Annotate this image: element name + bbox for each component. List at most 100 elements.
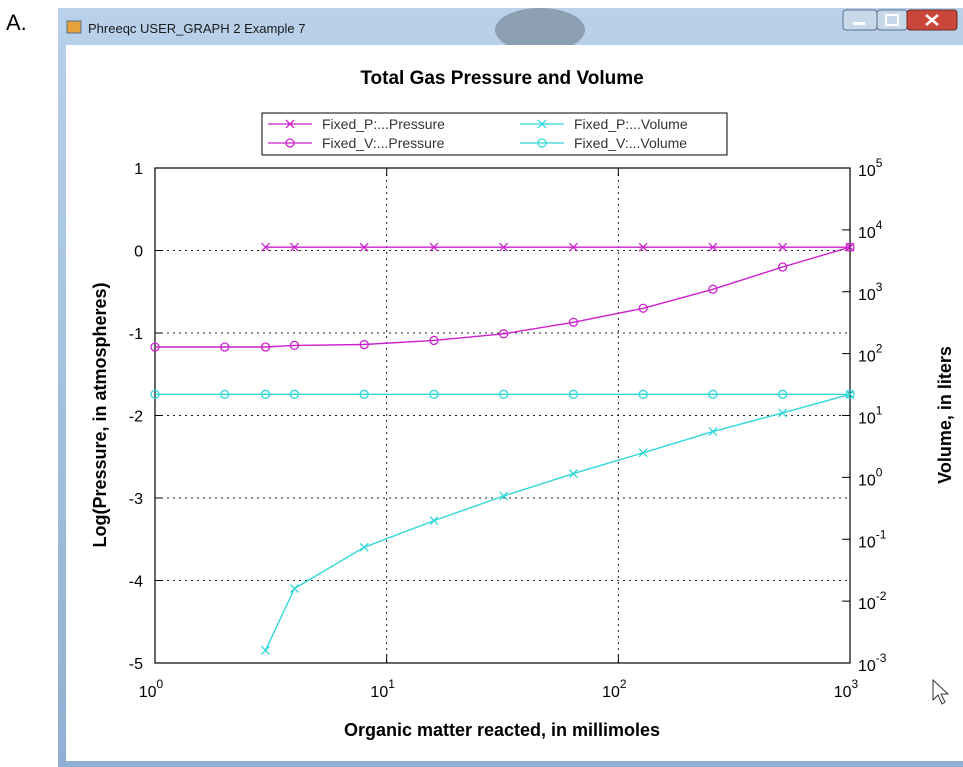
data-point — [708, 427, 718, 437]
data-point — [150, 342, 160, 352]
y2-tick-label-power: -1 — [876, 527, 887, 541]
y-tick-label: -5 — [129, 656, 143, 673]
x-tick-label-power: 1 — [388, 677, 395, 691]
y2-tick-label-base: 10 — [858, 658, 876, 675]
data-point — [568, 389, 579, 399]
data-point — [290, 242, 299, 252]
data-point — [289, 340, 300, 351]
x-tick-label-power: 3 — [852, 677, 859, 691]
legend-label: Fixed_V:...Volume — [574, 135, 687, 151]
y2-tick-label-power: 2 — [876, 342, 883, 356]
data-point — [359, 242, 369, 252]
panel-label: A. — [6, 10, 27, 35]
data-point — [777, 262, 788, 272]
x-axis-label: Organic matter reacted, in millimoles — [344, 720, 660, 740]
x-tick-label-base: 10 — [834, 684, 852, 701]
y-tick-label: 1 — [134, 161, 143, 178]
plot-frame — [154, 167, 851, 664]
x-tick-label-base: 10 — [139, 684, 157, 701]
mouse-cursor — [932, 678, 950, 705]
data-point — [261, 242, 270, 252]
data-point — [429, 516, 439, 526]
data-point — [429, 389, 439, 399]
y2-tick-label: 102 — [858, 342, 883, 366]
x-tick-label: 101 — [370, 677, 395, 701]
legend-label: Fixed_V:...Pressure — [322, 135, 445, 151]
minimize-icon — [853, 22, 865, 25]
data-point — [359, 339, 369, 350]
y2-tick-label-power: 1 — [876, 404, 883, 418]
data-point — [260, 342, 271, 352]
data-point — [777, 389, 788, 399]
y2-axis-label: Volume, in liters — [935, 346, 955, 484]
data-point — [499, 389, 509, 399]
data-point — [499, 242, 509, 252]
data-point — [359, 389, 369, 399]
y2-tick-label: 10-2 — [858, 589, 887, 613]
y2-tick-label-base: 10 — [858, 225, 876, 242]
data-point — [708, 284, 718, 294]
y2-tick-label: 10-3 — [858, 651, 887, 675]
legend-marker — [285, 138, 295, 148]
data-point — [638, 303, 648, 313]
y2-tick-label: 105 — [858, 156, 883, 180]
legend-marker — [537, 119, 547, 129]
minimize-button[interactable] — [842, 9, 878, 31]
y2-tick-label-power: -2 — [876, 589, 887, 603]
y-axis-label: Log(Pressure, in atmospheres) — [90, 282, 110, 547]
data-point — [289, 389, 300, 399]
window-icon — [66, 20, 82, 34]
data-point — [150, 389, 160, 399]
data-point — [845, 242, 855, 252]
x-tick-label: 103 — [834, 677, 859, 701]
data-point — [220, 389, 230, 399]
y2-tick-label-power: 4 — [876, 218, 883, 232]
data-point — [708, 242, 718, 252]
y2-tick-label-base: 10 — [858, 534, 876, 551]
y2-tick-label-base: 10 — [858, 411, 876, 428]
y-tick-label: 0 — [134, 244, 143, 261]
x-tick-label-base: 10 — [602, 684, 620, 701]
x-tick-label-base: 10 — [370, 684, 388, 701]
y2-tick-label-base: 10 — [858, 472, 876, 489]
data-point — [638, 389, 648, 399]
legend-box — [261, 112, 728, 156]
legend-label: Fixed_P:...Volume — [574, 116, 688, 132]
titlebar-blur — [495, 8, 585, 52]
x-tick-label-power: 2 — [620, 677, 627, 691]
y2-tick-label: 10-1 — [858, 527, 887, 551]
y2-tick-label: 104 — [858, 218, 883, 242]
data-point — [638, 448, 648, 458]
data-point — [638, 242, 648, 252]
maximize-button[interactable] — [876, 9, 908, 31]
data-point — [568, 469, 578, 479]
y2-tick-label: 103 — [858, 280, 883, 304]
y2-tick-label-base: 10 — [858, 163, 876, 180]
data-point — [429, 335, 439, 346]
data-point — [429, 242, 439, 252]
data-point — [499, 491, 509, 501]
series-line — [264, 393, 851, 651]
y2-tick-label-base: 10 — [858, 596, 876, 613]
legend-marker — [285, 119, 295, 129]
y2-tick-label: 101 — [858, 404, 883, 428]
data-point — [290, 584, 299, 593]
maximize-icon — [885, 14, 899, 26]
x-tick-label: 102 — [602, 677, 627, 701]
y-tick-label: -3 — [129, 491, 143, 508]
y2-tick-label-power: -3 — [876, 651, 887, 665]
chart-title: Total Gas Pressure and Volume — [360, 68, 643, 89]
y-tick-label: -4 — [129, 574, 143, 591]
data-point — [708, 389, 718, 399]
data-point — [359, 542, 369, 552]
data-point — [778, 408, 788, 418]
y-tick-label: -1 — [129, 326, 143, 343]
data-point — [568, 317, 579, 327]
y2-tick-label-base: 10 — [858, 349, 876, 366]
close-icon — [925, 14, 939, 26]
y2-tick-label: 100 — [858, 465, 883, 489]
data-point — [778, 242, 788, 252]
y-tick-label: -2 — [129, 409, 143, 426]
